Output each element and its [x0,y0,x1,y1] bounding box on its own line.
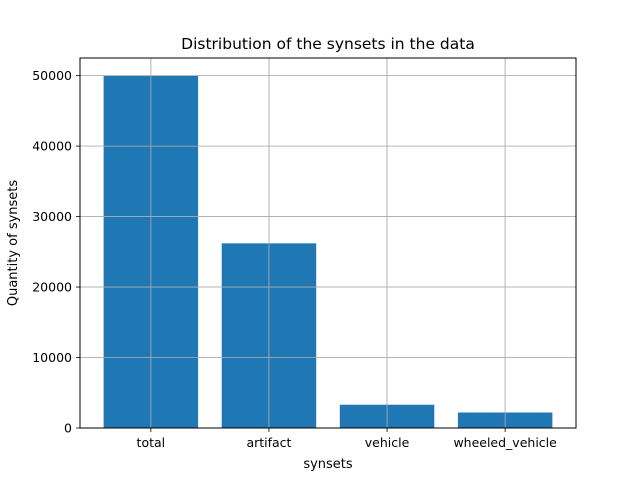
x-tick-label: vehicle [365,435,410,450]
y-tick-label: 50000 [32,68,72,83]
chart-title: Distribution of the synsets in the data [181,35,475,53]
y-tick-label: 40000 [32,139,72,154]
x-axis-label: synsets [303,457,353,472]
y-axis-ticks: 0 10000 20000 30000 40000 50000 [32,68,80,436]
y-tick-label: 10000 [32,350,72,365]
x-tick-label: wheeled_vehicle [453,435,557,450]
bars [103,75,553,428]
y-axis-label: Quantity of synsets [6,180,21,307]
y-tick-label: 30000 [32,209,72,224]
plot-frame [79,57,577,429]
y-tick-label: 20000 [32,280,72,295]
x-tick-label: artifact [246,435,291,450]
y-tick-label: 0 [64,421,72,436]
x-tick-label: total [137,435,166,450]
x-axis-ticks: total artifact vehicle wheeled_vehicle [137,428,557,450]
